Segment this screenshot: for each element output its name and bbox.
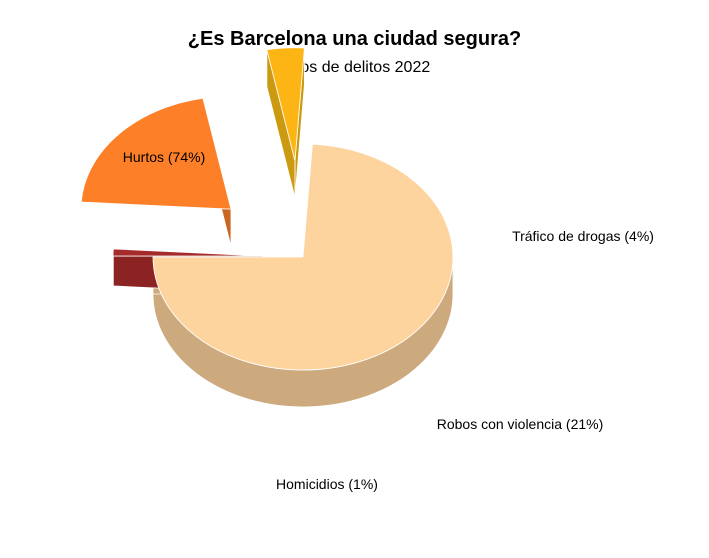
- chart-title: ¿Es Barcelona una ciudad segura?: [187, 28, 522, 50]
- label-homicidios: Homicidios (1%): [276, 476, 378, 492]
- label-robos-violencia: Robos con violencia (21%): [437, 416, 604, 432]
- label-trafico-drogas: Tráfico de drogas (4%): [512, 228, 654, 244]
- slice-homicidios: [112, 248, 264, 257]
- chart-subtitle: Tipos de delitos 2022: [278, 59, 431, 76]
- slice-trafico-drogas: [266, 47, 305, 161]
- slice-robos-violencia-top: [80, 97, 232, 210]
- slice-hurtos-top: [152, 143, 454, 371]
- slice-trafico-drogas-top: [266, 47, 305, 161]
- slice-homicidios-top: [112, 248, 264, 257]
- slice-hurtos: [152, 143, 454, 371]
- label-hurtos: Hurtos (74%): [123, 149, 205, 165]
- slice-robos-violencia: [80, 97, 232, 210]
